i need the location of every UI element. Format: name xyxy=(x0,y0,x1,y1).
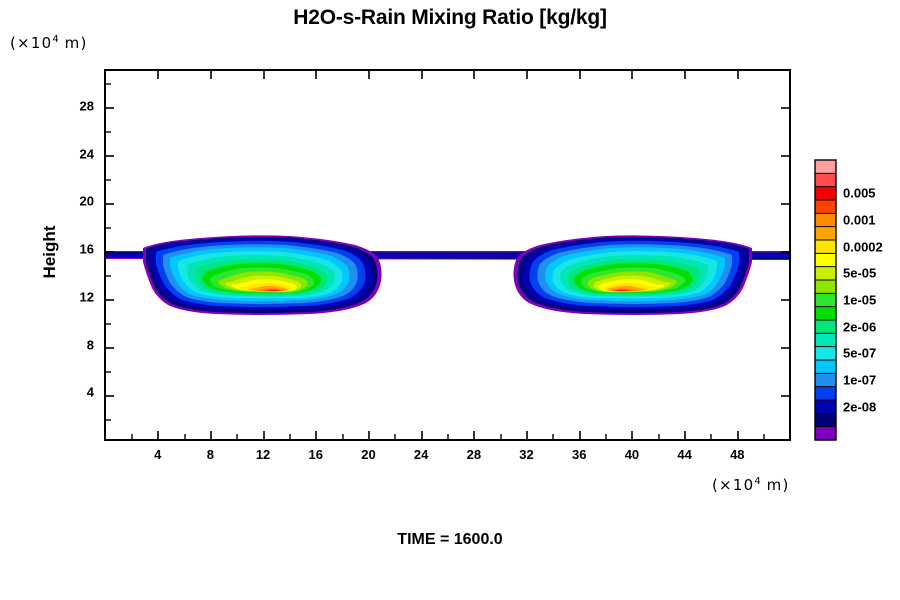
colorbar-band xyxy=(815,213,836,228)
colorbar-band xyxy=(815,346,836,361)
colorbar[interactable] xyxy=(814,159,837,441)
y-tick-label: 8 xyxy=(86,337,94,353)
colorbar-tick-label: 0.0002 xyxy=(843,239,883,255)
colorbar-band xyxy=(815,253,836,268)
x-axis-ticks-top xyxy=(157,70,739,79)
colorbar-tick-label: 1e-05 xyxy=(843,292,877,308)
contour-field xyxy=(105,235,790,315)
y-axis-ticks-right xyxy=(781,107,790,397)
page-title: H2O-s-Rain Mixing Ratio [kg/kg] xyxy=(293,6,607,29)
x-tick-label: 36 xyxy=(571,447,587,462)
colorbar-band xyxy=(815,413,836,428)
x-tick-label: 48 xyxy=(730,447,745,462)
colorbar-band xyxy=(815,226,836,241)
x-tick-label: 40 xyxy=(624,447,640,462)
y-tick-label: 20 xyxy=(79,193,94,209)
colorbar-band xyxy=(815,306,836,321)
colorbar-band xyxy=(815,186,836,201)
left-rain-cell xyxy=(143,235,382,315)
colorbar-tick-label: 1e-07 xyxy=(843,372,877,388)
colorbar-tick-label: 0.001 xyxy=(843,212,876,228)
colorbar-band xyxy=(815,240,836,254)
colorbar-band xyxy=(815,426,836,441)
y-tick-label: 28 xyxy=(79,98,94,114)
colorbar-band xyxy=(815,200,836,214)
colorbar-tick-label: 5e-07 xyxy=(843,345,877,361)
x-axis-ticks xyxy=(157,431,739,440)
x-tick-label: 4 xyxy=(154,447,162,462)
colorbar-tick-label: 2e-06 xyxy=(843,319,877,335)
x-tick-label: 44 xyxy=(677,447,692,462)
x-tick-label: 28 xyxy=(466,447,482,462)
colorbar-tick-label: 0.005 xyxy=(843,185,876,201)
colorbar-tick-label: 2e-08 xyxy=(843,399,877,415)
y-axis-ticks xyxy=(105,107,114,397)
colorbar-band xyxy=(815,360,836,374)
colorbar-band xyxy=(815,266,836,281)
colorbar-band xyxy=(815,280,836,294)
colorbar-band xyxy=(815,293,836,308)
colorbar-band xyxy=(815,320,836,334)
y-tick-label: 24 xyxy=(79,146,94,162)
y-tick-label: 4 xyxy=(86,384,94,400)
colorbar-band xyxy=(815,400,836,414)
colorbar-band xyxy=(815,173,836,188)
time-annotation: TIME = 1600.0 xyxy=(397,531,503,548)
colorbar-band xyxy=(815,386,836,401)
x-tick-label: 32 xyxy=(519,447,534,462)
x-tick-label: 20 xyxy=(361,447,376,462)
x-tick-label: 12 xyxy=(255,447,271,462)
x-tick-label: 24 xyxy=(413,447,429,462)
x-tick-label: 8 xyxy=(206,447,214,462)
x-axis-unit-label: (×104 m) xyxy=(712,476,790,494)
y-axis-minor-ticks xyxy=(105,83,111,421)
right-rain-cell xyxy=(513,235,752,315)
colorbar-band xyxy=(815,160,836,174)
y-tick-label: 12 xyxy=(79,289,94,305)
colorbar-band xyxy=(815,373,836,388)
colorbar-border xyxy=(814,159,837,441)
y-axis-unit-label: (×104 m) xyxy=(10,34,88,52)
x-axis-minor-ticks xyxy=(131,434,765,440)
colorbar-band xyxy=(815,333,836,348)
y-tick-label: 16 xyxy=(79,241,94,257)
colorbar-tick-label: 5e-05 xyxy=(843,265,877,281)
x-tick-label: 16 xyxy=(308,447,323,462)
